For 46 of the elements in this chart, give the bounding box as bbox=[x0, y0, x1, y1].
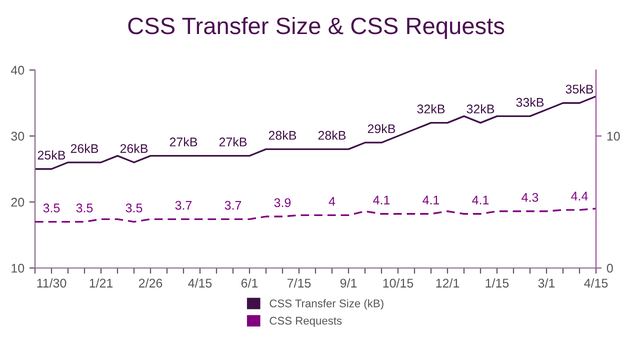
data-label: 35kB bbox=[566, 84, 594, 94]
data-label: 4.1 bbox=[373, 196, 390, 204]
data-label: 4.1 bbox=[472, 196, 489, 204]
data-label: 3.5 bbox=[76, 204, 93, 212]
chart-title: CSS Transfer Size & CSS Requests bbox=[128, 16, 504, 39]
x-tick-label: 9/1 bbox=[340, 278, 357, 288]
data-label: 4.4 bbox=[571, 192, 588, 200]
line-series bbox=[35, 96, 596, 170]
data-label: 4 bbox=[328, 197, 336, 206]
data-label: 29kB bbox=[368, 124, 396, 134]
y-tick-label: 10 bbox=[12, 264, 24, 273]
legend-label: CSS Transfer Size (kB) bbox=[270, 299, 384, 310]
data-label: 32kB bbox=[417, 104, 445, 114]
data-label: 28kB bbox=[268, 130, 296, 140]
x-tick-label: 1/15 bbox=[486, 278, 509, 288]
data-label: 26kB bbox=[70, 144, 98, 153]
y-tick-label: 20 bbox=[11, 198, 24, 207]
x-tick-label: 6/1 bbox=[241, 278, 258, 288]
data-label: 3.7 bbox=[175, 200, 192, 210]
y2-tick-label: 10 bbox=[607, 132, 620, 141]
x-tick-label: 4/15 bbox=[584, 278, 608, 288]
data-label: 33kB bbox=[516, 98, 544, 107]
x-tick-label: 1/21 bbox=[90, 278, 113, 288]
data-label: 3.5 bbox=[43, 204, 60, 212]
y2-tick-label: 0 bbox=[606, 264, 613, 273]
y-tick-label: 30 bbox=[11, 132, 24, 141]
data-label: 3.5 bbox=[126, 204, 142, 212]
y-tick-label: 40 bbox=[10, 66, 24, 75]
x-tick-label: 12/1 bbox=[436, 278, 460, 288]
data-label: 4.3 bbox=[522, 192, 538, 202]
data-label: 25kB bbox=[38, 150, 66, 160]
data-label: 27kB bbox=[170, 137, 198, 146]
x-tick-label: 7/15 bbox=[287, 278, 311, 288]
x-tick-label: 11/30 bbox=[37, 278, 66, 288]
data-label: 28kB bbox=[318, 130, 346, 140]
data-label: 26kB bbox=[120, 144, 148, 153]
x-tick-label: 2/26 bbox=[138, 278, 162, 288]
x-tick-label: 3/1 bbox=[538, 278, 555, 288]
data-label: 3.9 bbox=[274, 198, 291, 208]
data-label: 32kB bbox=[466, 104, 494, 114]
x-tick-label: 10/15 bbox=[383, 278, 414, 288]
legend-label: CSS Requests bbox=[270, 316, 342, 327]
data-label: 27kB bbox=[219, 137, 247, 146]
data-label: 4.1 bbox=[422, 196, 440, 204]
data-label: 3.7 bbox=[224, 200, 242, 210]
x-tick-label: 4/15 bbox=[188, 278, 212, 288]
